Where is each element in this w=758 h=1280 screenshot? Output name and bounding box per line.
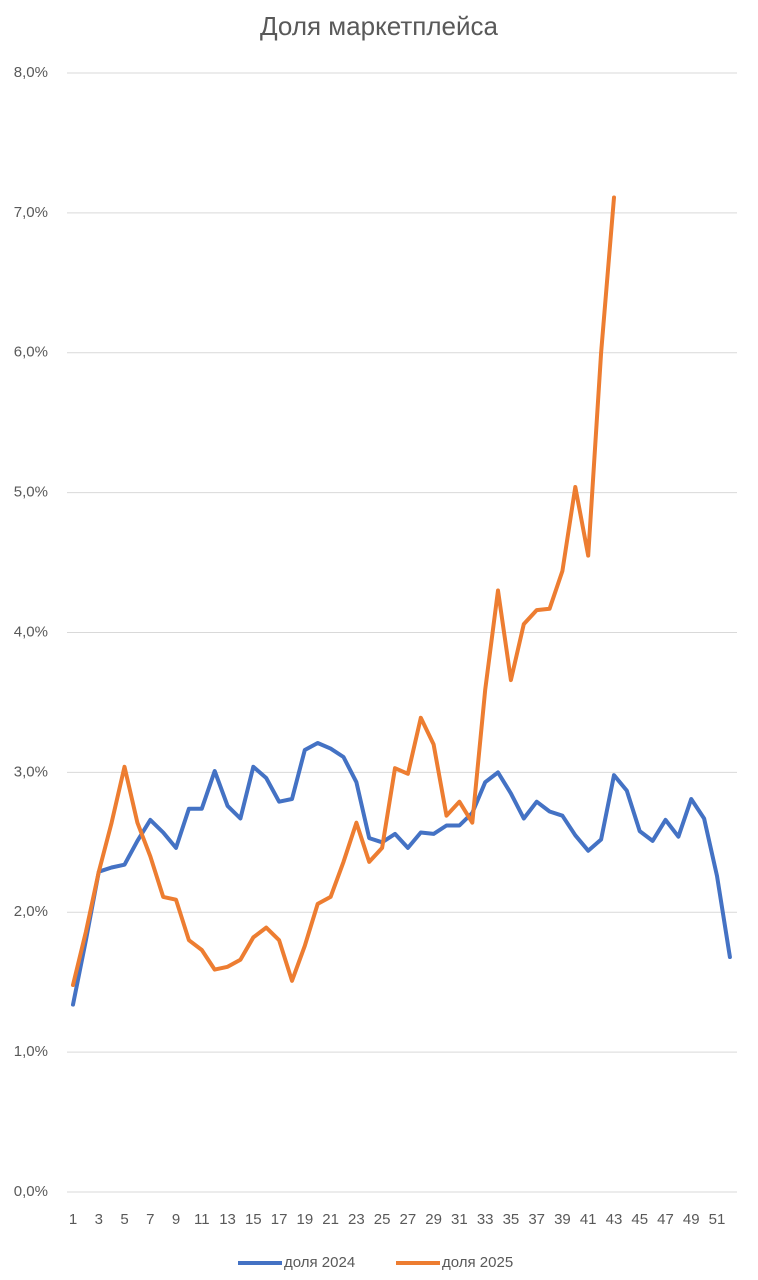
y-tick-label: 3,0% (14, 763, 48, 780)
x-tick-label: 5 (120, 1211, 128, 1228)
legend-label: доля 2025 (442, 1254, 513, 1271)
x-tick-label: 11 (194, 1211, 210, 1228)
x-tick-label: 29 (425, 1211, 442, 1228)
y-tick-label: 2,0% (14, 903, 48, 920)
y-tick-label: 1,0% (14, 1043, 48, 1060)
x-tick-label: 25 (374, 1211, 391, 1228)
x-tick-label: 19 (296, 1211, 313, 1228)
x-tick-label: 13 (219, 1211, 236, 1228)
line-series (71, 741, 732, 1007)
x-tick-label: 3 (95, 1211, 103, 1228)
y-tick-label: 5,0% (14, 484, 48, 501)
x-tick-label: 39 (554, 1211, 571, 1228)
x-tick-label: 37 (528, 1211, 545, 1228)
x-tick-label: 45 (631, 1211, 648, 1228)
line-series (71, 195, 616, 987)
x-tick-label: 43 (606, 1211, 623, 1228)
x-tick-label: 27 (400, 1211, 417, 1228)
y-tick-label: 8,0% (14, 64, 48, 81)
x-tick-label: 41 (580, 1211, 597, 1228)
y-tick-label: 0,0% (14, 1183, 48, 1200)
x-tick-label: 23 (348, 1211, 365, 1228)
chart-title: Доля маркетплейса (260, 11, 498, 41)
x-tick-label: 7 (146, 1211, 154, 1228)
x-tick-label: 49 (683, 1211, 700, 1228)
x-tick-label: 47 (657, 1211, 674, 1228)
x-tick-label: 21 (322, 1211, 339, 1228)
x-tick-label: 17 (271, 1211, 288, 1228)
x-tick-label: 33 (477, 1211, 494, 1228)
x-tick-label: 35 (503, 1211, 520, 1228)
y-tick-label: 6,0% (14, 344, 48, 361)
x-tick-label: 1 (69, 1211, 77, 1228)
x-tick-label: 15 (245, 1211, 262, 1228)
y-tick-label: 4,0% (14, 623, 48, 640)
legend-label: доля 2024 (284, 1254, 355, 1271)
x-tick-label: 31 (451, 1211, 468, 1228)
x-tick-label: 51 (709, 1211, 726, 1228)
x-tick-label: 9 (172, 1211, 180, 1228)
y-tick-label: 7,0% (14, 204, 48, 221)
